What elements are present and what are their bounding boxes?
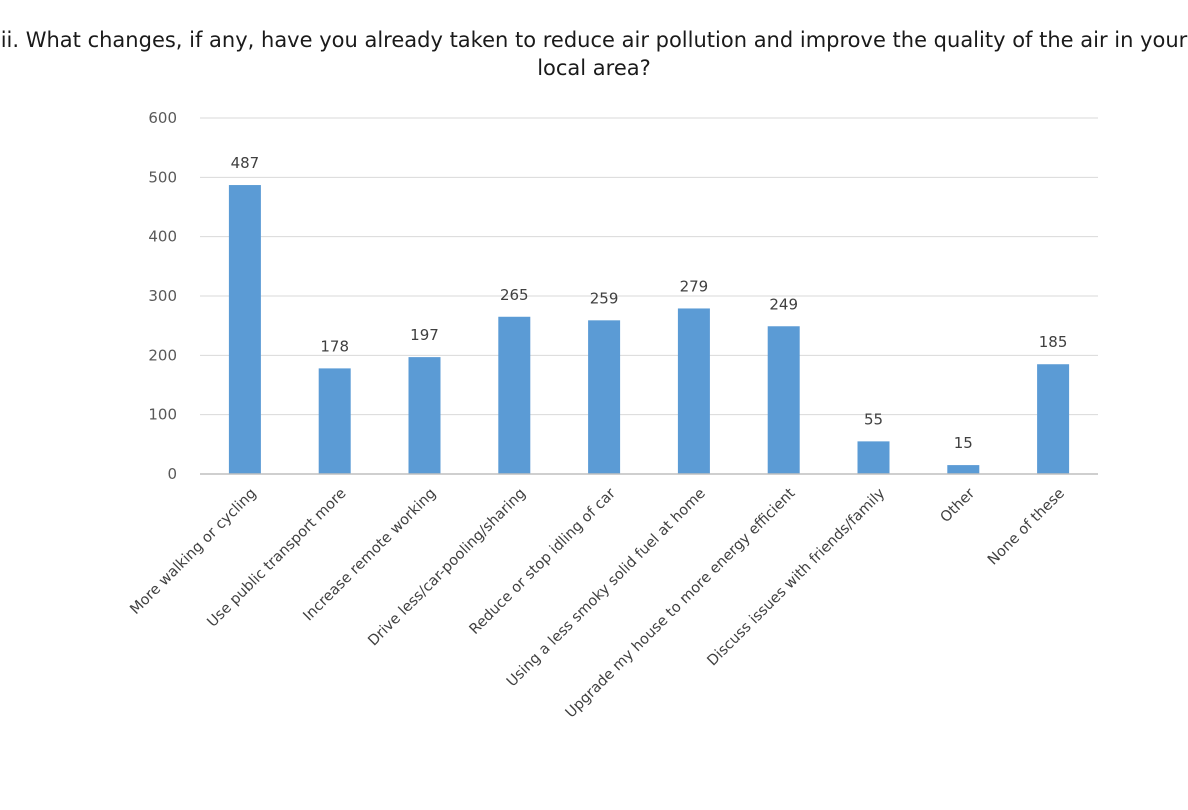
y-axis-ticks: 0 100 200 300 400 500 600	[148, 109, 177, 483]
data-label: 249	[769, 295, 798, 313]
bar	[318, 368, 351, 474]
y-tick-label: 100	[148, 406, 177, 424]
bar	[588, 320, 621, 474]
bar	[947, 465, 980, 474]
data-label: 259	[590, 289, 619, 307]
category-label: Other	[938, 485, 978, 525]
bar	[677, 308, 710, 474]
data-label: 55	[864, 410, 883, 428]
y-tick-label: 600	[148, 109, 177, 127]
category-label: Drive less/car-pooling/sharing	[365, 486, 529, 650]
bar	[1037, 364, 1070, 474]
data-label: 178	[320, 337, 349, 355]
y-tick-label: 300	[148, 287, 177, 305]
y-tick-label: 400	[148, 228, 177, 246]
bar	[408, 357, 441, 474]
bar	[228, 185, 261, 474]
data-label: 279	[680, 277, 709, 295]
y-tick-label: 500	[148, 168, 177, 186]
bars	[228, 185, 1070, 474]
data-labels: 487 178 197 265 259 279 249 55 15 185	[231, 154, 1068, 452]
bar	[767, 326, 800, 474]
category-label: None of these	[985, 485, 1068, 568]
data-label: 185	[1039, 333, 1068, 351]
data-label: 487	[231, 154, 260, 172]
category-label: Discuss issues with friends/family	[704, 485, 888, 669]
data-label: 15	[954, 434, 973, 452]
y-tick-label: 200	[148, 346, 177, 364]
y-tick-label: 0	[167, 465, 177, 483]
bar	[498, 316, 531, 474]
bar	[857, 441, 890, 474]
data-label: 265	[500, 286, 529, 304]
category-label: Using a less smoky solid fuel at home	[504, 485, 709, 690]
data-label: 197	[410, 326, 439, 344]
chart-title: ii. What changes, if any, have you alrea…	[0, 28, 1188, 80]
category-label: Reduce or stop idling of car	[467, 485, 619, 637]
